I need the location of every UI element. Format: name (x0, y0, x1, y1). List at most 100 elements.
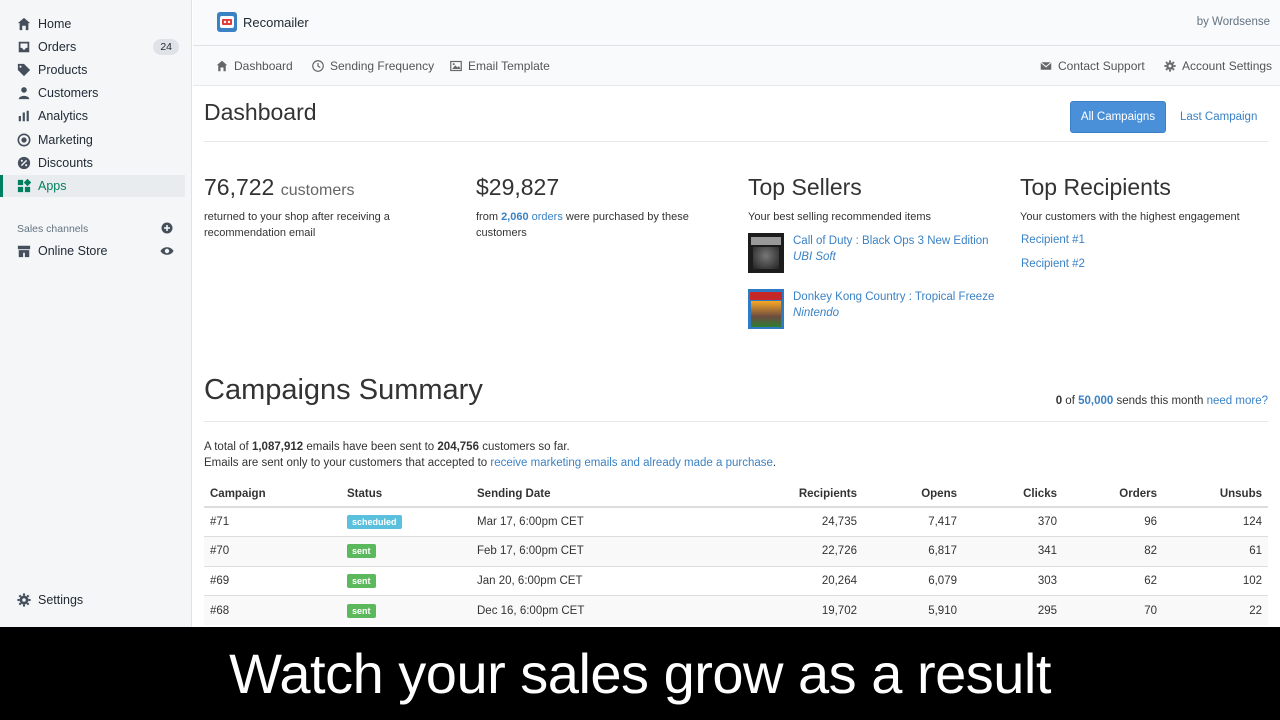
column-header[interactable]: Clicks (963, 482, 1063, 508)
tab-contact-support[interactable]: Contact Support (1040, 59, 1145, 73)
date-cell: Jan 20, 6:00pm CET (471, 565, 691, 596)
orders-count-link[interactable]: 2,060 (501, 211, 529, 223)
total-emails: 1,087,912 (251, 441, 304, 453)
last-campaign-button[interactable]: Last Campaign (1180, 111, 1258, 123)
person-icon (17, 86, 31, 100)
customers-stat: 76,722 customers (204, 174, 355, 201)
sidebar-item-marketing[interactable]: Marketing (0, 129, 185, 151)
column-header[interactable]: Unsubs (1163, 482, 1268, 508)
recomailer-logo-icon (217, 12, 237, 32)
need-more-link[interactable]: need more? (1206, 395, 1268, 407)
all-campaigns-button[interactable]: All Campaigns (1070, 101, 1166, 133)
sidebar-item-customers[interactable]: Customers (0, 82, 185, 104)
tab-label: Email Template (468, 59, 550, 73)
home-icon (216, 60, 228, 72)
sidebar: Home Orders 24 Products Customers Analyt… (0, 0, 192, 627)
unsubs-cell: 102 (1163, 565, 1268, 596)
column-header[interactable]: Campaign (204, 482, 341, 508)
eye-icon[interactable] (160, 245, 174, 257)
opens-cell: 6,079 (863, 565, 963, 596)
column-header[interactable]: Sending Date (471, 482, 691, 508)
seller-title-link[interactable]: Donkey Kong Country : Tropical Freeze (793, 291, 995, 303)
sidebar-item-label: Discounts (38, 156, 93, 170)
column-header[interactable]: Orders (1063, 482, 1163, 508)
sidebar-item-apps[interactable]: Apps (0, 175, 185, 197)
sends-this-month: 0 of 50,000 sends this month need more? (1056, 395, 1268, 407)
table-row[interactable]: #70 sent Feb 17, 6:00pm CET 22,726 6,817 341 8… (204, 536, 1268, 566)
sidebar-item-settings[interactable]: Settings (0, 589, 185, 611)
orders-cell: 62 (1063, 565, 1163, 596)
apps-grid-icon (17, 179, 31, 193)
sales-channels-title: Sales channels (17, 223, 89, 235)
marketing-consent-link[interactable]: receive marketing emails and already mad… (490, 457, 773, 469)
sends-used: 0 (1055, 395, 1063, 407)
top-seller-item[interactable]: Call of Duty : Black Ops 3 New Edition U… (748, 233, 989, 273)
sidebar-item-label: Products (38, 63, 88, 77)
gear-icon (17, 593, 31, 607)
sidebar-item-label: Orders (38, 40, 77, 54)
top-sellers-description: Your best selling recommended items (748, 211, 932, 223)
date-cell: Dec 16, 6:00pm CET (471, 595, 691, 625)
top-recipients-description: Your customers with the highest engageme… (1020, 211, 1240, 223)
sidebar-item-label: Customers (38, 86, 99, 100)
column-header[interactable]: Opens (863, 482, 963, 508)
game-cover-image (748, 289, 784, 329)
table-row[interactable]: #68 sent Dec 16, 6:00pm CET 19,702 5,910 295 7… (204, 595, 1268, 625)
home-icon (17, 17, 31, 31)
campaign-cell: #71 (204, 506, 341, 537)
sidebar-item-orders[interactable]: Orders 24 (0, 36, 185, 58)
campaigns-table: Campaign Status Sending Date Recipients … (204, 482, 1268, 625)
app-nav: Dashboard Sending Frequency Email Templa… (193, 46, 1280, 86)
customers-description: returned to your shop after receiving a … (204, 209, 390, 241)
tab-dashboard[interactable]: Dashboard (216, 59, 293, 73)
recipient-link[interactable]: Recipient #1 (1021, 234, 1085, 246)
campaign-cell: #69 (204, 565, 341, 596)
tab-email-template[interactable]: Email Template (450, 59, 550, 73)
recipient-link[interactable]: Recipient #2 (1021, 258, 1085, 270)
sidebar-item-label: Marketing (38, 133, 93, 147)
sidebar-item-products[interactable]: Products (0, 59, 185, 81)
seller-title-link[interactable]: Call of Duty : Black Ops 3 New Edition (793, 235, 989, 247)
tab-account-settings[interactable]: Account Settings (1164, 59, 1272, 73)
status-badge: scheduled (347, 515, 402, 529)
seller-brand-link[interactable]: UBI Soft (793, 251, 836, 263)
game-cover-image (748, 233, 784, 273)
seller-brand-link[interactable]: Nintendo (793, 307, 840, 319)
campaign-cell: #68 (204, 595, 341, 625)
clock-icon (312, 60, 324, 72)
opens-cell: 5,910 (863, 595, 963, 625)
inbox-icon (17, 40, 31, 54)
orders-link[interactable]: orders (531, 211, 563, 223)
table-row[interactable]: #69 sent Jan 20, 6:00pm CET 20,264 6,079 303 6… (204, 565, 1268, 596)
sidebar-item-discounts[interactable]: Discounts (0, 152, 185, 174)
sidebar-item-label: Online Store (38, 244, 108, 258)
caption-band: Watch your sales grow as a result (0, 627, 1280, 720)
column-header[interactable]: Status (341, 482, 471, 508)
sends-of: of (1065, 395, 1075, 407)
bar-chart-icon (17, 109, 31, 123)
revenue-desc-rest: were purchased by these (565, 211, 689, 223)
sidebar-item-label: Analytics (38, 109, 89, 123)
table-row[interactable]: #71 scheduled Mar 17, 6:00pm CET 24,735 7,41… (204, 506, 1268, 537)
top-seller-item[interactable]: Donkey Kong Country : Tropical Freeze Ni… (748, 289, 994, 329)
sidebar-item-online-store[interactable]: Online Store (0, 240, 185, 262)
sidebar-item-home[interactable]: Home (0, 13, 185, 35)
tab-label: Dashboard (234, 59, 293, 73)
tab-sending-frequency[interactable]: Sending Frequency (312, 59, 434, 73)
add-channel-icon[interactable] (161, 222, 173, 234)
caption-text: Watch your sales grow as a result (229, 642, 1051, 705)
column-header[interactable]: Recipients (691, 482, 863, 508)
tab-label: Sending Frequency (330, 59, 435, 73)
sidebar-item-analytics[interactable]: Analytics (0, 105, 185, 127)
clicks-cell: 341 (963, 536, 1063, 566)
target-icon (17, 133, 31, 147)
campaigns-summary-title: Campaigns Summary (204, 374, 483, 406)
revenue-from: from (476, 211, 498, 223)
total-mid: emails have been sent to (306, 441, 435, 453)
discount-icon (17, 156, 31, 170)
clicks-cell: 370 (963, 506, 1063, 537)
sidebar-item-label: Home (38, 17, 72, 31)
revenue-description: from 2,060 orders were purchased by thes… (476, 209, 689, 241)
top-recipients-title: Top Recipients (1020, 174, 1171, 200)
sends-limit: 50,000 (1078, 395, 1114, 407)
